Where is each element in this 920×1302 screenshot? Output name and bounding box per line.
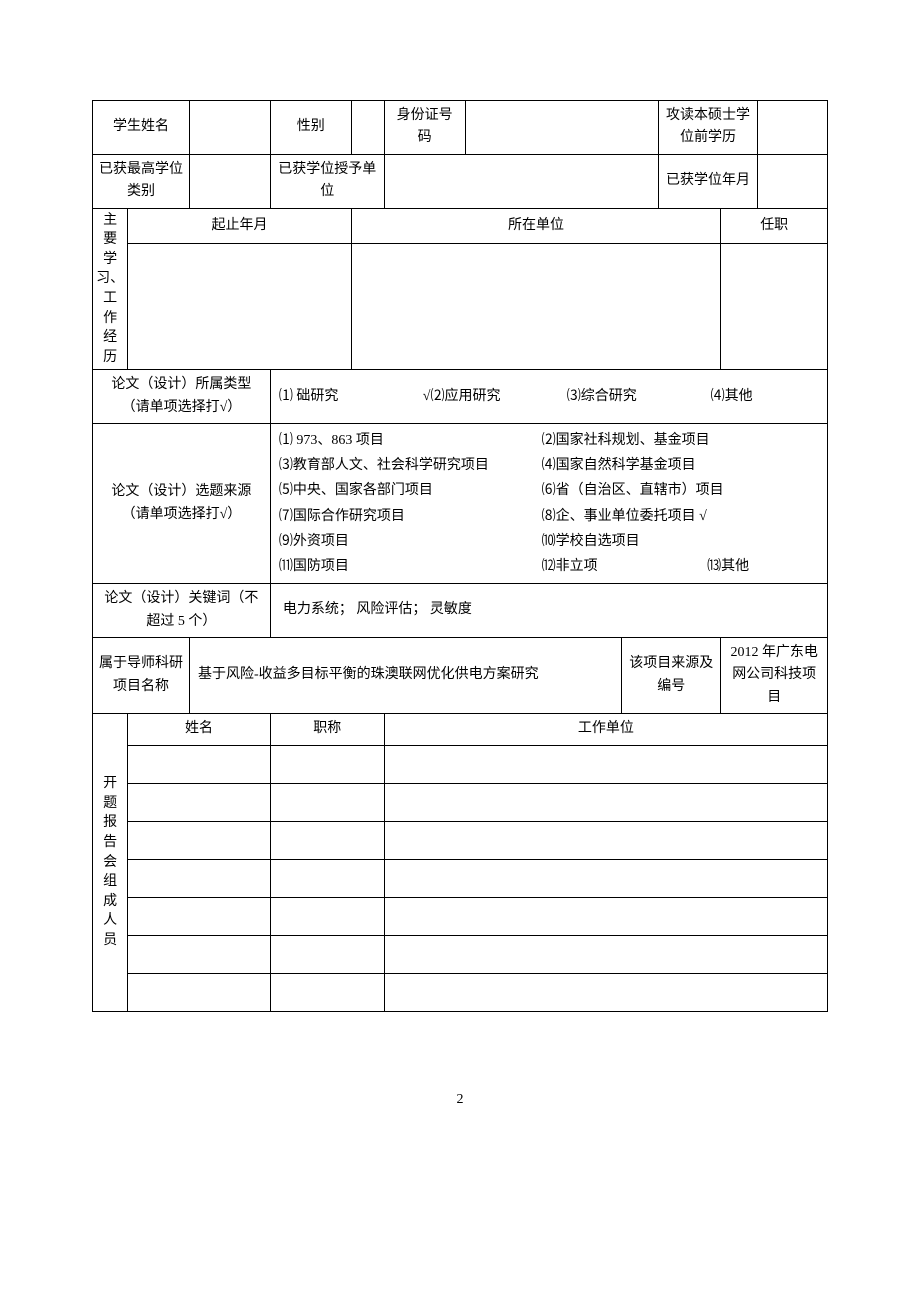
- committee-row-2: [93, 783, 828, 821]
- exp-unit: [351, 244, 721, 370]
- label-degree-inst: 已获学位授予单位: [270, 154, 384, 208]
- type-opt-2: √⑵应用研究: [423, 384, 563, 409]
- src-6: ⑹省（自治区、直辖市）项目: [542, 478, 724, 503]
- thesis-type-row: 论文（设计）所属类型（请单项选择打√） ⑴ 础研究 √⑵应用研究 ⑶综合研究 ⑷…: [93, 370, 828, 424]
- type-opt-4: ⑷其他: [711, 384, 753, 409]
- label-id-number: 身份证号码: [384, 101, 465, 155]
- type-opt-1: ⑴ 础研究: [279, 384, 419, 409]
- label-committee-unit: 工作单位: [384, 714, 827, 745]
- student-row: 学生姓名 性别 身份证号码 攻读本硕士学位前学历: [93, 101, 828, 155]
- src-8: ⑻企、事业单位委托项目 √: [542, 504, 707, 529]
- src-11: ⑾国防项目: [279, 554, 538, 579]
- label-project-source: 该项目来源及编号: [622, 638, 721, 714]
- src-1: ⑴ 973、863 项目: [279, 428, 538, 453]
- label-gender: 性别: [270, 101, 351, 155]
- label-degree-type: 已获最高学位类别: [93, 154, 190, 208]
- topic-source-row: 论文（设计）选题来源（请单项选择打√） ⑴ 973、863 项目 ⑵国家社科规划…: [93, 424, 828, 584]
- label-period: 起止年月: [128, 208, 351, 244]
- committee-row-1: [93, 745, 828, 783]
- page-number: 2: [92, 1092, 828, 1108]
- committee-row-6: [93, 935, 828, 973]
- committee-header-row: 开题报告会组成人员 姓名 职称 工作单位: [93, 714, 828, 745]
- keywords-row: 论文（设计）关键词（不超过 5 个） 电力系统； 风险评估； 灵敏度: [93, 584, 828, 638]
- label-keywords: 论文（设计）关键词（不超过 5 个）: [93, 584, 271, 638]
- label-committee-name: 姓名: [128, 714, 271, 745]
- val-degree-inst: [384, 154, 658, 208]
- label-student-name: 学生姓名: [93, 101, 190, 155]
- val-project-name: 基于风险-收益多目标平衡的珠澳联网优化供电方案研究: [190, 638, 622, 714]
- form-table: 学生姓名 性别 身份证号码 攻读本硕士学位前学历 已获最高学位类别 已获学位授予…: [92, 100, 828, 1012]
- degree-row: 已获最高学位类别 已获学位授予单位 已获学位年月: [93, 154, 828, 208]
- val-student-name: [190, 101, 271, 155]
- label-thesis-type: 论文（设计）所属类型（请单项选择打√）: [93, 370, 271, 424]
- committee-row-4: [93, 859, 828, 897]
- label-topic-source: 论文（设计）选题来源（请单项选择打√）: [93, 424, 271, 584]
- src-4: ⑷国家自然科学基金项目: [542, 453, 696, 478]
- val-prior-edu: [758, 101, 828, 155]
- src-12: ⑿非立项: [542, 554, 704, 579]
- src-2: ⑵国家社科规划、基金项目: [542, 428, 710, 453]
- committee-row-3: [93, 821, 828, 859]
- val-project-source: 2012 年广东电网公司科技项目: [721, 638, 828, 714]
- project-row: 属于导师科研项目名称 基于风险-收益多目标平衡的珠澳联网优化供电方案研究 该项目…: [93, 638, 828, 714]
- src-13: ⒀其他: [707, 554, 749, 579]
- src-9: ⑼外资项目: [279, 529, 538, 554]
- type-opt-3: ⑶综合研究: [567, 384, 707, 409]
- val-degree-type: [190, 154, 271, 208]
- src-3: ⑶教育部人文、社会科学研究项目: [279, 453, 538, 478]
- src-10: ⑽学校自选项目: [542, 529, 640, 554]
- exp-period: [128, 244, 351, 370]
- label-position: 任职: [721, 208, 828, 244]
- exp-blank-row: [93, 244, 828, 370]
- label-committee-title: 职称: [270, 714, 384, 745]
- label-degree-date: 已获学位年月: [658, 154, 757, 208]
- committee-row-7: [93, 973, 828, 1011]
- committee-row-5: [93, 897, 828, 935]
- label-unit: 所在单位: [351, 208, 721, 244]
- label-prior-edu: 攻读本硕士学位前学历: [658, 101, 757, 155]
- label-committee: 开题报告会组成人员: [93, 714, 128, 1011]
- val-id-number: [465, 101, 658, 155]
- exp-header-row: 主要学习、工作经历 起止年月 所在单位 任职: [93, 208, 828, 244]
- exp-position: [721, 244, 828, 370]
- thesis-type-options: ⑴ 础研究 √⑵应用研究 ⑶综合研究 ⑷其他: [270, 370, 827, 424]
- src-7: ⑺国际合作研究项目: [279, 504, 538, 529]
- val-keywords: 电力系统； 风险评估； 灵敏度: [270, 584, 827, 638]
- val-degree-date: [758, 154, 828, 208]
- val-gender: [351, 101, 384, 155]
- topic-source-options: ⑴ 973、863 项目 ⑵国家社科规划、基金项目 ⑶教育部人文、社会科学研究项…: [270, 424, 827, 584]
- label-experience: 主要学习、工作经历: [93, 208, 128, 370]
- src-5: ⑸中央、国家各部门项目: [279, 478, 538, 503]
- label-project-name: 属于导师科研项目名称: [93, 638, 190, 714]
